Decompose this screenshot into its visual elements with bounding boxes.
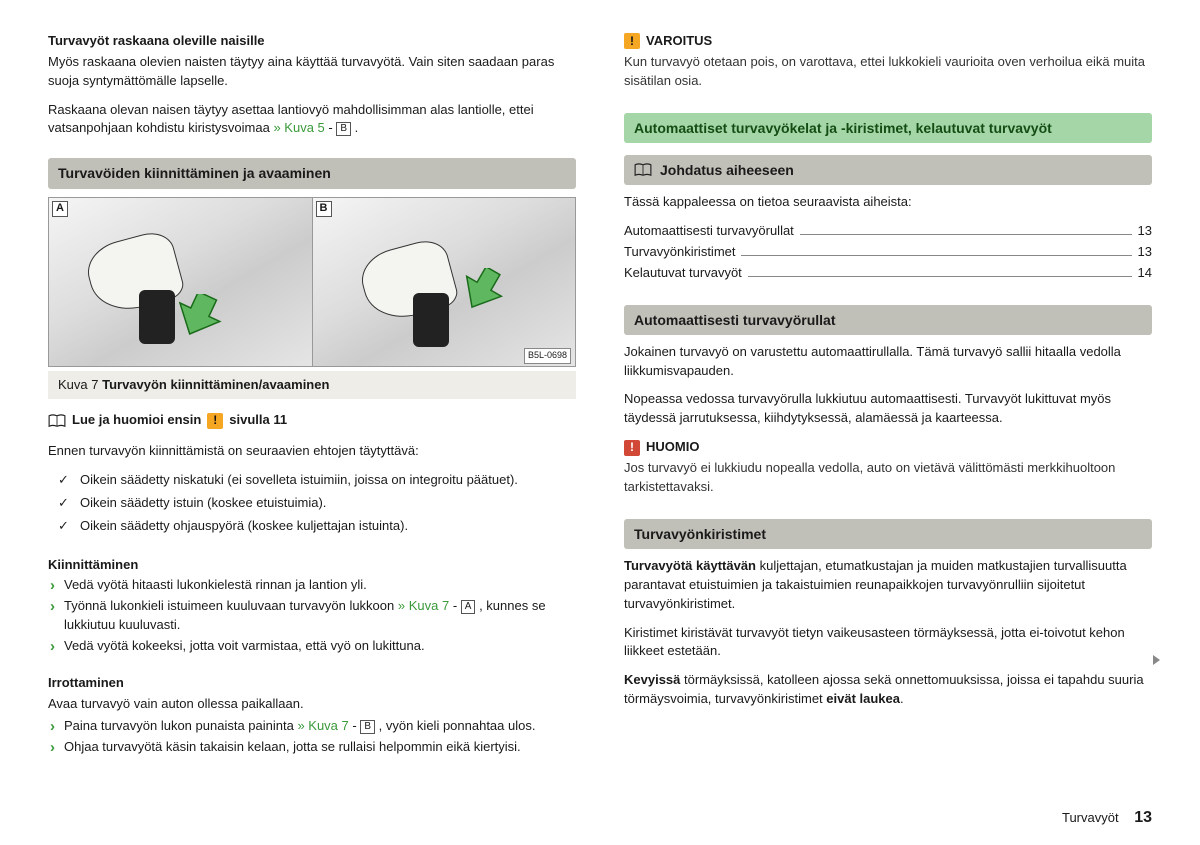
figure-7: A B B5L-0698 — [48, 197, 576, 367]
text: - — [352, 718, 360, 733]
intro-heading: Johdatus aiheeseen — [660, 160, 794, 180]
fasten-heading: Kiinnittäminen — [48, 556, 576, 575]
text: - — [453, 598, 461, 613]
key-badge: B — [336, 122, 351, 136]
before-fasten-text: Ennen turvavyön kiinnittämistä on seuraa… — [48, 442, 576, 461]
step: Työnnä lukonkieli istuimeen kuuluvaan tu… — [50, 597, 576, 635]
footer-label: Turvavyöt — [1062, 810, 1119, 825]
caption-body: Turvavyön kiinnittäminen/avaaminen — [102, 377, 329, 392]
section-green-title: Automaattiset turvavyökelat ja -kiristim… — [624, 113, 1152, 143]
check-item: Oikein säädetty istuin (koskee etuistuim… — [58, 494, 576, 513]
section-pretensioners: Turvavyönkiristimet — [624, 519, 1152, 549]
auto-p1: Jokainen turvavyö on varustettu automaat… — [624, 343, 1152, 381]
key-badge: A — [461, 600, 476, 614]
pret-p3: Kevyissä törmäyksissä, katolleen ajossa … — [624, 671, 1152, 709]
toc-leader — [800, 234, 1132, 235]
warning-alert: ! VAROITUS Kun turvavyö otetaan pois, on… — [624, 32, 1152, 103]
figure-id: B5L-0698 — [524, 348, 571, 363]
bold-text: eivät laukea — [826, 691, 900, 706]
bold-text: Turvavyötä käyttävän — [624, 558, 756, 573]
notice-body: Jos turvavyö ei lukkiudu nopealla vedoll… — [624, 459, 1152, 497]
fasten-steps: Vedä vyötä hitaasti lukonkielestä rinnan… — [50, 576, 576, 657]
toc-row[interactable]: Turvavyönkiristimet 13 — [624, 243, 1152, 262]
text: . — [355, 120, 359, 135]
book-icon — [634, 163, 652, 177]
check-item: Oikein säädetty ohjauspyörä (koskee kulj… — [58, 517, 576, 536]
text: , vyön kieli ponnahtaa ulos. — [379, 718, 536, 733]
notice-icon: ! — [624, 440, 640, 456]
toc-row[interactable]: Automaattisesti turvavyörullat 13 — [624, 222, 1152, 241]
figure-label-b: B — [316, 201, 332, 217]
figure-caption: Kuva 7 Turvavyön kiinnittäminen/avaamine… — [48, 371, 576, 400]
right-column: ! VAROITUS Kun turvavyö otetaan pois, on… — [624, 32, 1152, 825]
pregnant-title: Turvavyöt raskaana oleville naisille — [48, 32, 576, 51]
toc: Automaattisesti turvavyörullat 13 Turvav… — [624, 222, 1152, 285]
toc-leader — [741, 255, 1131, 256]
section-auto-retract: Automaattisesti turvavyörullat — [624, 305, 1152, 335]
figure-7a: A — [49, 198, 313, 366]
toc-page: 13 — [1138, 243, 1152, 262]
page-footer: Turvavyöt 13 — [1062, 806, 1152, 829]
toc-page: 13 — [1138, 222, 1152, 241]
notice-alert: ! HUOMIO Jos turvavyö ei lukkiudu nopeal… — [624, 438, 1152, 509]
warning-icon: ! — [207, 413, 223, 429]
detach-heading: Irrottaminen — [48, 674, 576, 693]
detach-steps: Paina turvavyön lukon punaista paininta … — [50, 717, 576, 759]
warning-title: VAROITUS — [646, 32, 712, 51]
toc-leader — [748, 276, 1132, 277]
intro-text: Tässä kappaleessa on tietoa seuraavista … — [624, 193, 1152, 212]
page-number: 13 — [1134, 809, 1152, 826]
caption-prefix: Kuva 7 — [58, 377, 102, 392]
arrow-down-icon — [179, 294, 239, 344]
pret-p2: Kiristimet kiristävät turvavyöt tietyn v… — [624, 624, 1152, 662]
toc-label: Kelautuvat turvavyöt — [624, 264, 742, 283]
key-badge: B — [360, 720, 375, 734]
read-first-row: Lue ja huomioi ensin ! sivulla 11 — [48, 411, 576, 430]
continue-arrow-icon — [1153, 655, 1160, 665]
step: Vedä vyötä kokeeksi, jotta voit varmista… — [50, 637, 576, 656]
warning-body: Kun turvavyö otetaan pois, on varottava,… — [624, 53, 1152, 91]
read-first-text-a: Lue ja huomioi ensin — [72, 411, 201, 430]
toc-page: 14 — [1138, 264, 1152, 283]
check-item: Oikein säädetty niskatuki (ei sovelleta … — [58, 471, 576, 490]
read-first-text-b: sivulla 11 — [229, 411, 287, 430]
toc-row[interactable]: Kelautuvat turvavyöt 14 — [624, 264, 1152, 283]
text: Paina turvavyön lukon punaista paininta — [64, 718, 297, 733]
left-column: Turvavyöt raskaana oleville naisille Myö… — [48, 32, 576, 825]
figure-7b: B B5L-0698 — [313, 198, 576, 366]
toc-label: Automaattisesti turvavyörullat — [624, 222, 794, 241]
book-icon — [48, 414, 66, 428]
prereq-checklist: Oikein säädetty niskatuki (ei sovelleta … — [58, 471, 576, 540]
section-intro: Johdatus aiheeseen — [624, 155, 1152, 185]
notice-title: HUOMIO — [646, 438, 699, 457]
figure-label-a: A — [52, 201, 68, 217]
pret-p1: Turvavyötä käyttävän kuljettajan, etumat… — [624, 557, 1152, 614]
step: Paina turvavyön lukon punaista paininta … — [50, 717, 576, 736]
pregnant-body-2: Raskaana olevan naisen täytyy asettaa la… — [48, 101, 576, 139]
toc-label: Turvavyönkiristimet — [624, 243, 735, 262]
text: . — [900, 691, 904, 706]
bold-text: Kevyissä — [624, 672, 680, 687]
arrow-up-icon — [463, 268, 523, 328]
detach-note: Avaa turvavyö vain auton ollessa paikall… — [48, 695, 576, 714]
figure-link[interactable]: » Kuva 5 — [273, 120, 324, 135]
pregnant-body-1: Myös raskaana olevien naisten täytyy ain… — [48, 53, 576, 91]
step: Ohjaa turvavyötä käsin takaisin kelaan, … — [50, 738, 576, 757]
text: Työnnä lukonkieli istuimeen kuuluvaan tu… — [64, 598, 398, 613]
step: Vedä vyötä hitaasti lukonkielestä rinnan… — [50, 576, 576, 595]
auto-p2: Nopeassa vedossa turvavyörulla lukkiutuu… — [624, 390, 1152, 428]
figure-link[interactable]: » Kuva 7 — [398, 598, 449, 613]
figure-link[interactable]: » Kuva 7 — [297, 718, 348, 733]
warning-icon: ! — [624, 33, 640, 49]
text: - — [328, 120, 336, 135]
section-fasten-title: Turvavöiden kiinnittäminen ja avaaminen — [48, 158, 576, 188]
